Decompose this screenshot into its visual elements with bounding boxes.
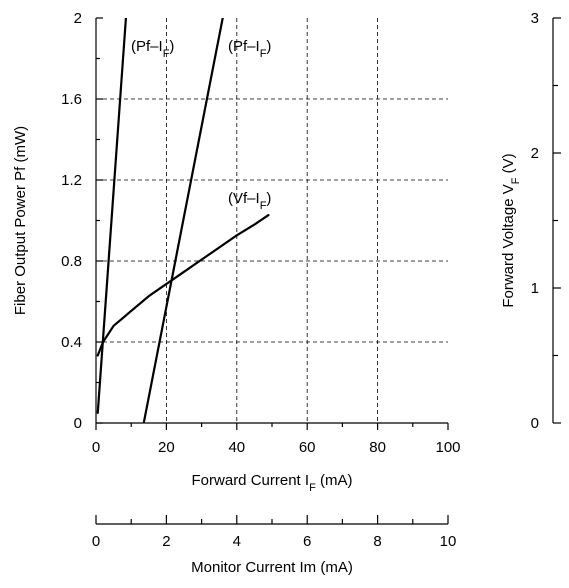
right-tick-label-0: 0	[531, 415, 539, 432]
left-tick-label-1.2: 1.2	[61, 172, 82, 189]
left-tick-label-2: 2	[74, 10, 82, 27]
bottom-tick-label-100: 100	[435, 439, 460, 456]
right-axis-label: Forward Voltage VF (V)	[500, 153, 522, 307]
bottom-tick-label-80: 80	[369, 439, 386, 456]
right-tick-label-2: 2	[531, 145, 539, 162]
x-axis-label: Forward Current IF (mA)	[192, 472, 353, 494]
x2-tick-label-2: 2	[162, 533, 170, 550]
series-line-2	[96, 214, 270, 357]
bottom-tick-label-20: 20	[158, 439, 175, 456]
bottom-tick-label-60: 60	[299, 439, 316, 456]
x2-tick-label-4: 4	[233, 533, 241, 550]
bottom-tick-label-0: 0	[92, 439, 100, 456]
left-tick-label-0: 0	[74, 415, 82, 432]
left-axis-label: Fiber Output Power Pf (mW)	[12, 126, 29, 315]
left-tick-label-0.4: 0.4	[61, 334, 82, 351]
left-tick-label-0.8: 0.8	[61, 253, 82, 270]
left-tick-label-1.6: 1.6	[61, 91, 82, 108]
grid-layer	[96, 18, 448, 423]
frame-layer	[95, 17, 561, 525]
x2-axis-label: Monitor Current Im (mA)	[191, 559, 353, 576]
x2-tick-label-6: 6	[303, 533, 311, 550]
x2-tick-label-0: 0	[92, 533, 100, 550]
x2-tick-label-10: 10	[440, 533, 457, 550]
series-label-1: (Pf–IF)	[228, 38, 271, 60]
curve-layer	[96, 18, 270, 423]
right-tick-label-3: 3	[531, 10, 539, 27]
bottom-tick-label-40: 40	[228, 439, 245, 456]
right-tick-label-1: 1	[531, 280, 539, 297]
series-line-1	[142, 18, 224, 423]
series-label-2: (Vf–IF)	[228, 190, 271, 212]
series-line-0	[96, 18, 128, 414]
x2-tick-label-8: 8	[373, 533, 381, 550]
series-label-0: (Pf–IF)	[131, 38, 174, 60]
